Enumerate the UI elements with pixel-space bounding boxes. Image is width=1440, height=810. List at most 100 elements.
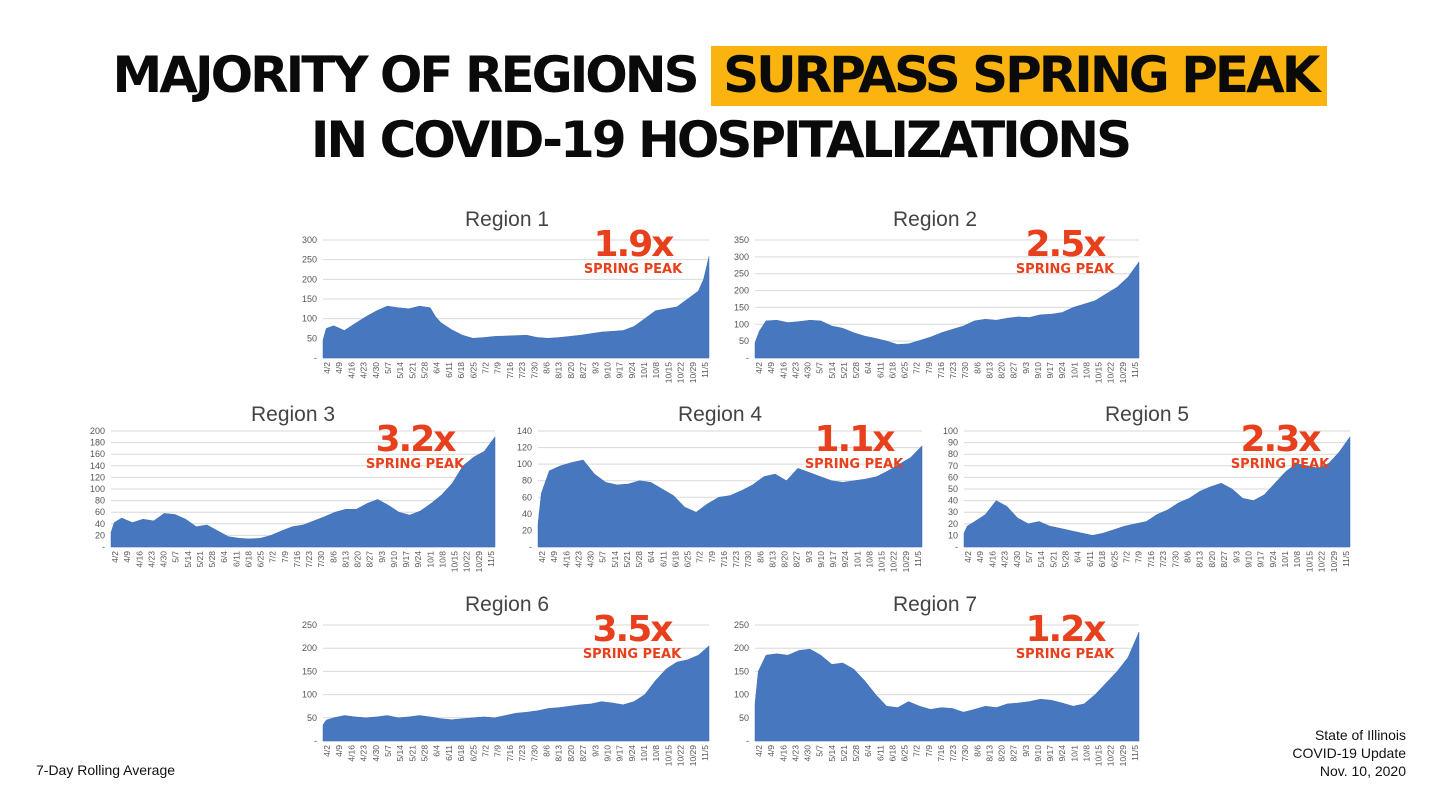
series-area — [537, 445, 923, 548]
x-tick-label: 7/23 — [948, 745, 958, 762]
x-tick-label: 9/24 — [1268, 551, 1278, 568]
x-tick-label: 11/5 — [913, 551, 923, 567]
x-tick-label: 6/25 — [900, 745, 910, 762]
x-tick-label: 10/29 — [1118, 745, 1128, 767]
y-tick-label: 100 — [734, 690, 749, 700]
y-tick-label: 60 — [522, 492, 532, 502]
x-tick-label: 4/16 — [134, 551, 144, 568]
x-tick-label: 10/1 — [1069, 745, 1079, 762]
region-chart-7: - 50 100 150 200 250 4/2 4/9 4/16 4/23 4/30 5/7 5/14… — [725, 585, 1145, 775]
x-tick-label: 4/9 — [975, 551, 985, 563]
x-tick-label: 6/11 — [444, 745, 454, 761]
x-tick-label: 4/16 — [561, 551, 571, 568]
x-tick-label: 11/5 — [1341, 551, 1351, 567]
y-tick-label: - — [314, 353, 317, 363]
x-tick-label: 8/20 — [997, 362, 1007, 379]
x-tick-label: 7/30 — [743, 551, 753, 568]
y-tick-label: 150 — [734, 302, 749, 312]
y-tick-label: 300 — [734, 252, 749, 262]
x-tick-label: 7/23 — [517, 362, 527, 379]
y-tick-label: 180 — [90, 438, 105, 448]
x-tick-label: 8/13 — [554, 362, 564, 379]
y-tick-label: 160 — [90, 449, 105, 459]
x-tick-label: 7/30 — [529, 362, 539, 379]
x-tick-label: 5/7 — [815, 745, 825, 757]
x-tick-label: 4/2 — [754, 362, 764, 374]
x-tick-label: 8/6 — [1183, 551, 1193, 563]
x-tick-label: 10/1 — [425, 551, 435, 568]
x-tick-label: 9/10 — [1244, 551, 1254, 568]
x-tick-label: 6/18 — [1097, 551, 1107, 568]
x-tick-label: 8/20 — [353, 551, 363, 568]
y-tick-label: 250 — [734, 620, 749, 630]
x-tick-label: 4/16 — [778, 745, 788, 762]
x-tick-label: 5/7 — [598, 551, 608, 563]
x-tick-label: 5/14 — [610, 551, 620, 568]
x-tick-label: 4/2 — [754, 745, 764, 757]
x-tick-label: 6/11 — [444, 362, 454, 378]
x-tick-label: 8/20 — [997, 745, 1007, 762]
y-tick-label: - — [529, 542, 532, 552]
x-tick-label: 9/17 — [1045, 745, 1055, 762]
x-tick-label: 4/16 — [346, 745, 356, 762]
y-tick-label: 140 — [517, 426, 532, 436]
x-tick-label: 4/30 — [1012, 551, 1022, 568]
x-tick-label: 4/23 — [573, 551, 583, 568]
x-tick-label: 7/9 — [924, 362, 934, 374]
series-area — [754, 261, 1140, 359]
x-tick-label: 6/4 — [863, 745, 873, 757]
x-tick-label: 4/30 — [371, 362, 381, 379]
series-area — [322, 645, 710, 742]
y-tick-label: 200 — [302, 643, 317, 653]
x-tick-label: 4/9 — [766, 745, 776, 757]
y-tick-label: 100 — [302, 314, 317, 324]
x-tick-label: 7/2 — [1122, 551, 1132, 563]
series-area — [322, 256, 710, 359]
y-tick-label: 50 — [307, 333, 317, 343]
x-tick-label: 7/2 — [912, 362, 922, 374]
x-tick-label: 6/4 — [863, 362, 873, 374]
x-tick-label: 11/5 — [486, 551, 496, 567]
x-tick-label: 10/22 — [1106, 745, 1116, 767]
x-tick-label: 7/23 — [304, 551, 314, 568]
region-chart-1: -50 100 150 200 250 300 4/2 4/9 4/16 4/23 4/30 5/7 5… — [295, 200, 715, 390]
x-tick-label: 8/13 — [341, 551, 351, 568]
x-tick-label: 6/11 — [658, 551, 668, 567]
x-tick-label: 4/23 — [359, 362, 369, 379]
y-tick-label: 200 — [734, 643, 749, 653]
y-tick-label: 200 — [734, 286, 749, 296]
x-tick-label: 7/23 — [1158, 551, 1168, 568]
peak-multiplier: 2.3x — [1241, 419, 1322, 460]
peak-multiplier: 2.5x — [1026, 224, 1107, 265]
x-tick-label: 6/18 — [670, 551, 680, 568]
x-tick-label: 7/2 — [481, 362, 491, 374]
x-tick-label: 9/17 — [1256, 551, 1266, 568]
x-tick-label: 8/27 — [365, 551, 375, 568]
x-tick-label: 4/2 — [322, 362, 332, 374]
y-tick-label: 120 — [517, 443, 532, 453]
x-tick-label: 10/22 — [1317, 551, 1327, 573]
y-tick-label: 50 — [307, 713, 317, 723]
x-tick-label: 4/9 — [334, 362, 344, 374]
x-tick-label: 8/6 — [542, 745, 552, 757]
x-tick-label: 9/24 — [627, 745, 637, 762]
x-tick-label: 8/20 — [566, 745, 576, 762]
x-tick-label: 9/24 — [840, 551, 850, 568]
region-title: Region 5 — [1105, 403, 1189, 426]
x-tick-label: 7/16 — [292, 551, 302, 568]
y-tick-label: 100 — [517, 459, 532, 469]
x-tick-label: 5/28 — [207, 551, 217, 568]
x-tick-label: 10/8 — [1292, 551, 1302, 568]
x-tick-label: 10/15 — [877, 551, 887, 573]
x-tick-label: 8/6 — [972, 745, 982, 757]
x-tick-label: 6/4 — [432, 362, 442, 374]
x-tick-label: 5/28 — [851, 745, 861, 762]
region-chart-3: - 20 40 60 80 100 120 140 160 180 200 4/2 4/9 4/16 4/2… — [85, 395, 505, 585]
x-tick-label: 7/30 — [1170, 551, 1180, 568]
y-tick-label: 200 — [90, 426, 105, 436]
x-tick-label: 9/17 — [828, 551, 838, 568]
x-tick-label: 10/8 — [438, 551, 448, 568]
x-tick-label: 7/30 — [960, 745, 970, 762]
